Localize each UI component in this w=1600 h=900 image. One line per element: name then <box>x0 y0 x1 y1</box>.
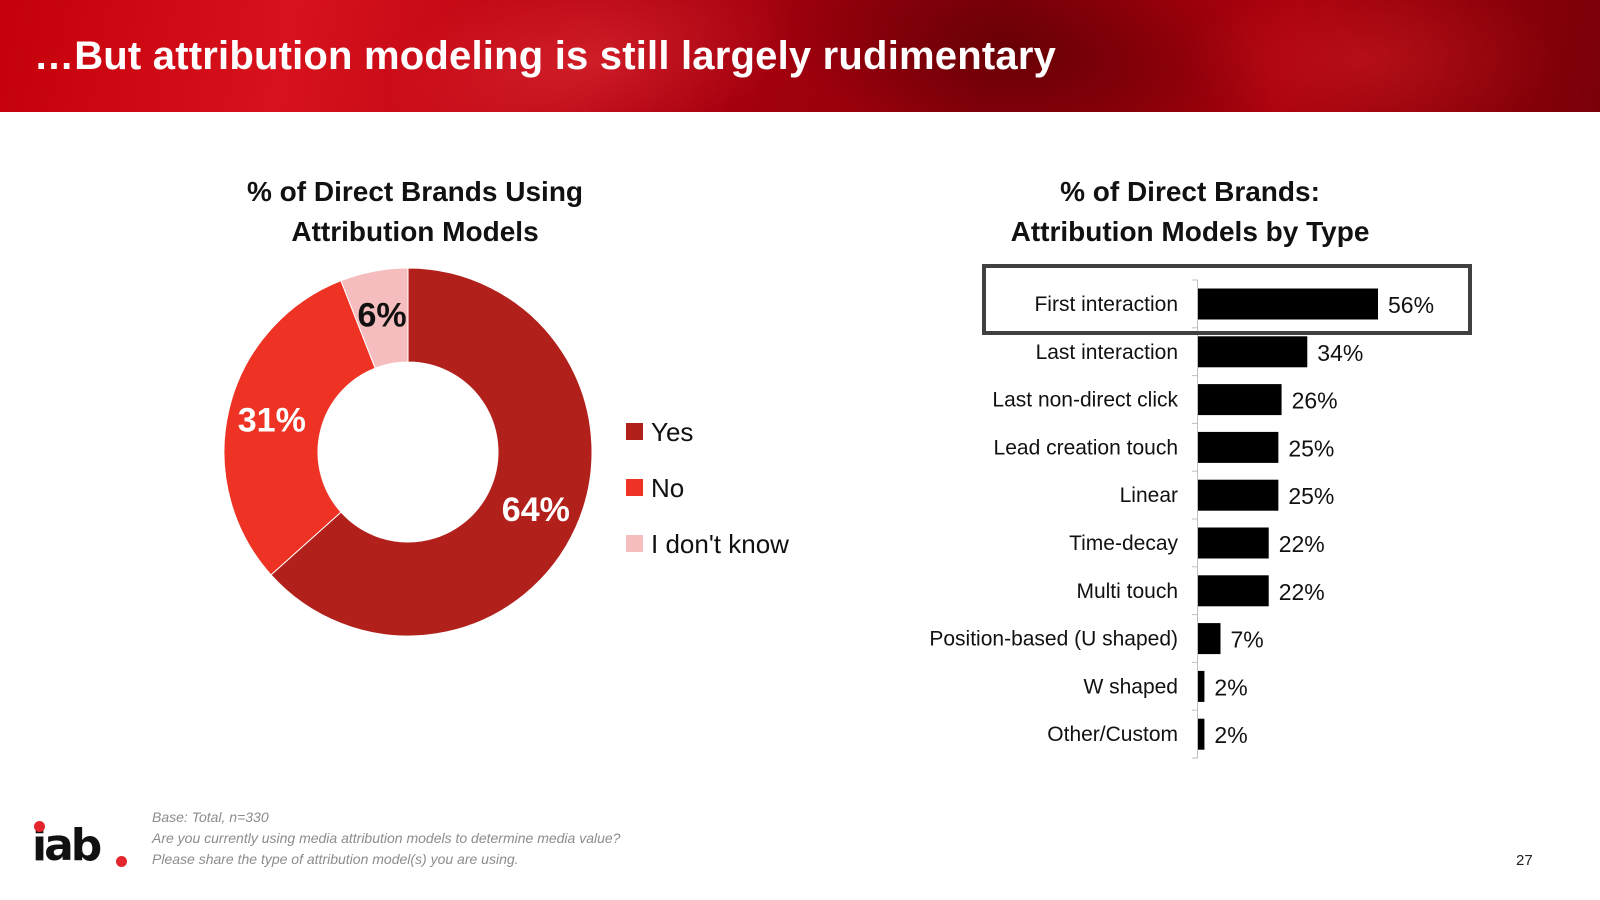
bar-category-label: Linear <box>1120 484 1178 507</box>
bar-value-label: 56% <box>1388 292 1434 318</box>
header-decoration <box>1180 0 1560 112</box>
page-number: 27 <box>1516 852 1533 869</box>
bar-value-label: 2% <box>1214 722 1247 748</box>
bar-title-line2: Attribution Models by Type <box>1010 216 1370 247</box>
legend-swatch-no <box>626 479 643 496</box>
bar-value-label: 7% <box>1231 627 1264 653</box>
bar-chart-title: % of Direct Brands: Attribution Models b… <box>950 172 1430 252</box>
bar-category-label: Multi touch <box>1076 580 1178 603</box>
donut-slice-label: 31% <box>238 402 306 440</box>
bar-last-non-direct-click <box>1198 384 1282 416</box>
highlight-box <box>982 264 1472 335</box>
bar-category-label: W shaped <box>1083 675 1178 698</box>
bar-value-label: 22% <box>1279 531 1325 557</box>
legend-swatch-yes <box>626 423 643 440</box>
legend-swatch-i-don-t-know <box>626 535 643 552</box>
donut-slice-yes <box>270 267 593 637</box>
bar-value-label: 34% <box>1317 340 1363 366</box>
bar-category-label: Last interaction <box>1036 341 1178 364</box>
donut-slice-label: 64% <box>502 491 570 529</box>
bar-lead-creation-touch <box>1198 431 1279 463</box>
donut-chart-title: % of Direct Brands Using Attribution Mod… <box>215 172 615 252</box>
donut-title-line1: % of Direct Brands Using <box>246 176 584 207</box>
logo-dot <box>34 821 45 832</box>
iab-logo: iab <box>30 818 140 874</box>
bar-category-label: Other/Custom <box>1047 723 1178 746</box>
legend-label-yes: Yes <box>651 417 693 447</box>
bar-position-based-u-shaped <box>1198 623 1221 655</box>
donut-slice-i-don-t-know <box>340 267 409 369</box>
bar-value-label: 26% <box>1292 388 1338 414</box>
bar-time-decay <box>1198 527 1269 559</box>
bar-value-label: 22% <box>1279 579 1325 605</box>
slide-header: …But attribution modeling is still large… <box>0 0 1600 112</box>
legend-label-i-don-t-know: I don't know <box>651 529 789 559</box>
bar-multi-touch <box>1198 575 1269 607</box>
bar-category-label: Last non-direct click <box>992 389 1178 412</box>
bar-w-shaped <box>1198 670 1205 702</box>
footer-question-1: Are you currently using media attributio… <box>152 830 621 846</box>
logo-dot <box>116 856 127 867</box>
donut-slice-no <box>223 280 376 576</box>
bar-first-interaction <box>1198 288 1378 320</box>
bar-value-label: 25% <box>1288 435 1334 461</box>
footer-base: Base: Total, n=330 <box>152 809 269 825</box>
bar-category-label: Time-decay <box>1069 532 1178 555</box>
bar-value-label: 2% <box>1214 674 1247 700</box>
bar-category-label: First interaction <box>1034 293 1178 316</box>
footer-question-2: Please share the type of attribution mod… <box>152 851 519 867</box>
bar-linear <box>1198 479 1279 511</box>
bar-last-interaction <box>1198 336 1308 368</box>
donut-slice-label: 6% <box>357 296 406 334</box>
slide-title: …But attribution modeling is still large… <box>34 34 1057 78</box>
legend-label-no: No <box>651 473 684 503</box>
bar-other-custom <box>1198 718 1205 750</box>
donut-title-line2: Attribution Models <box>291 216 539 247</box>
footer-notes: Base: Total, n=330 Are you currently usi… <box>152 807 620 870</box>
bar-chart: First interaction 56% Last interaction 34% L… <box>929 264 1472 759</box>
bar-category-label: Lead creation touch <box>994 436 1178 459</box>
bar-value-label: 25% <box>1288 483 1334 509</box>
bar-category-label: Position-based (U shaped) <box>929 628 1178 651</box>
bar-title-line1: % of Direct Brands: <box>1060 176 1320 207</box>
donut-chart: 64% 31% 6% Yes No I don't know <box>223 267 789 637</box>
